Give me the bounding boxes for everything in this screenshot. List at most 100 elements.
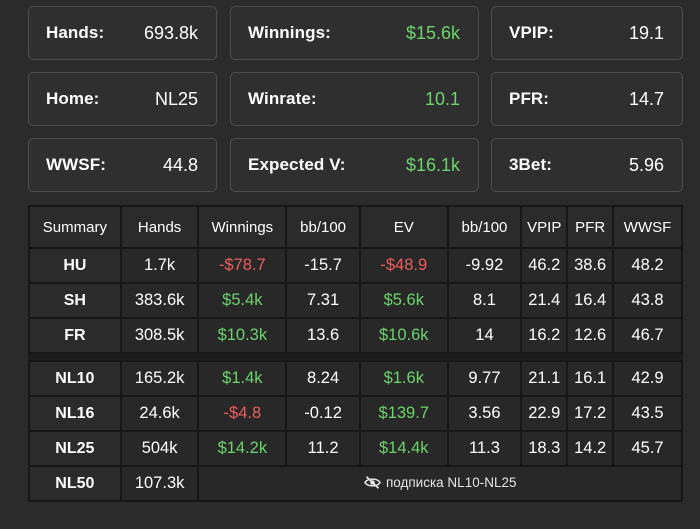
- table-cell: $10.3k: [197, 317, 288, 354]
- table-cell: 12.6: [566, 317, 615, 354]
- stat-label: Winnings:: [248, 23, 331, 42]
- table-cell: -15.7: [285, 247, 361, 284]
- stat-card-3bet: 3Bet: 5.96: [491, 138, 683, 192]
- table-cell: -9.92: [446, 247, 523, 284]
- stat-label: Hands:: [46, 23, 105, 42]
- table-cell: 8.1: [446, 282, 523, 319]
- table-cell: 16.4: [566, 282, 615, 319]
- table-cell: 17.2: [566, 395, 615, 432]
- row-name: NL50: [28, 465, 122, 502]
- stat-card-winrate: Winrate: 10.1: [230, 72, 479, 126]
- table-cell: 46.7: [612, 317, 683, 354]
- row-name: SH: [28, 282, 122, 319]
- row-name: FR: [28, 317, 122, 354]
- stat-value: 5.96: [628, 154, 664, 175]
- stat-value: NL25: [154, 88, 198, 109]
- table-cell: 16.1: [566, 360, 615, 397]
- column-header[interactable]: bb/100: [446, 205, 523, 249]
- stat-value: 693.8k: [143, 22, 198, 43]
- table-cell: 45.7: [612, 430, 683, 467]
- table-row[interactable]: NL25 504k $14.2k 11.2 $14.4k 11.3 18.3 14.2 45.7: [28, 430, 683, 467]
- table-cell: 43.5: [612, 395, 683, 432]
- stat-card-hands: Hands: 693.8k: [28, 6, 217, 60]
- eye-slash-icon: [364, 476, 381, 492]
- stat-label: WWSF:: [46, 155, 106, 174]
- stat-value: 44.8: [162, 154, 198, 175]
- stat-value: 14.7: [628, 88, 664, 109]
- table-cell: 16.2: [520, 317, 569, 354]
- table-cell: 7.31: [285, 282, 361, 319]
- table-cell: 21.4: [520, 282, 569, 319]
- stat-card-pfr: PFR: 14.7: [491, 72, 683, 126]
- stat-label: Home:: [46, 89, 100, 108]
- table-cell: 21.1: [520, 360, 569, 397]
- table-cell: 14.2: [566, 430, 615, 467]
- table-cell: $1.6k: [358, 360, 449, 397]
- stat-card-home: Home: NL25: [28, 72, 217, 126]
- stat-value: 19.1: [628, 22, 664, 43]
- table-cell: -$48.9: [358, 247, 449, 284]
- table-cell: $5.4k: [197, 282, 288, 319]
- column-header[interactable]: EV: [358, 205, 449, 249]
- stat-value: $16.1k: [405, 154, 460, 175]
- table-row[interactable]: NL16 24.6k -$4.8 -0.12 $139.7 3.56 22.9 17.2 43.…: [28, 395, 683, 432]
- row-name: NL16: [28, 395, 122, 432]
- table-cell: $5.6k: [358, 282, 449, 319]
- table-cell: -$78.7: [197, 247, 288, 284]
- row-name: NL10: [28, 360, 122, 397]
- table-cell: 107.3k: [119, 465, 200, 502]
- row-name: HU: [28, 247, 122, 284]
- table-cell: -$4.8: [197, 395, 288, 432]
- table-cell: $14.2k: [197, 430, 288, 467]
- table-cell: 18.3: [520, 430, 569, 467]
- table-cell: 504k: [119, 430, 200, 467]
- stat-card-vpip: VPIP: 19.1: [491, 6, 683, 60]
- table-row[interactable]: HU 1.7k -$78.7 -15.7 -$48.9 -9.92 46.2 38.6 48.2: [28, 247, 683, 284]
- table-cell: 42.9: [612, 360, 683, 397]
- stat-label: VPIP:: [509, 23, 554, 42]
- stat-label: Winrate:: [248, 89, 317, 108]
- column-header[interactable]: Winnings: [197, 205, 288, 249]
- table-cell: 24.6k: [119, 395, 200, 432]
- table-cell: 9.77: [446, 360, 523, 397]
- stat-value: $15.6k: [405, 22, 460, 43]
- table-cell: $139.7: [358, 395, 449, 432]
- table-row-locked[interactable]: NL50 107.3k подписка NL10-NL25: [28, 465, 683, 502]
- column-header[interactable]: bb/100: [285, 205, 361, 249]
- table-cell: 48.2: [612, 247, 683, 284]
- subscription-text: подписка NL10-NL25: [385, 475, 517, 490]
- table-cell: 308.5k: [119, 317, 200, 354]
- stats-table: Summary Hands Winnings bb/100 EV bb/100 VPIP PF…: [28, 205, 683, 502]
- table-cell: 11.3: [446, 430, 523, 467]
- table-row[interactable]: SH 383.6k $5.4k 7.31 $5.6k 8.1 21.4 16.4 43.8: [28, 282, 683, 319]
- table-separator: [28, 352, 683, 362]
- table-cell: 1.7k: [119, 247, 200, 284]
- table-cell: 43.8: [612, 282, 683, 319]
- stat-card-winnings: Winnings: $15.6k: [230, 6, 479, 60]
- table-cell: 22.9: [520, 395, 569, 432]
- table-header-row: Summary Hands Winnings bb/100 EV bb/100 VPIP PF…: [28, 205, 683, 249]
- stat-label: 3Bet:: [509, 155, 553, 174]
- stat-label: PFR:: [509, 89, 550, 108]
- table-row[interactable]: FR 308.5k $10.3k 13.6 $10.6k 14 16.2 12.6 46.7: [28, 317, 683, 354]
- table-cell: $14.4k: [358, 430, 449, 467]
- stat-label: Expected V:: [248, 155, 346, 174]
- column-header[interactable]: Hands: [119, 205, 200, 249]
- table-cell: -0.12: [285, 395, 361, 432]
- table-cell: 46.2: [520, 247, 569, 284]
- subscription-notice[interactable]: подписка NL10-NL25: [197, 465, 683, 502]
- column-header[interactable]: PFR: [566, 205, 615, 249]
- table-row[interactable]: NL10 165.2k $1.4k 8.24 $1.6k 9.77 21.1 16.1 42.9: [28, 360, 683, 397]
- table-cell: 165.2k: [119, 360, 200, 397]
- row-name: NL25: [28, 430, 122, 467]
- table-cell: $1.4k: [197, 360, 288, 397]
- column-header[interactable]: WWSF: [612, 205, 683, 249]
- table-cell: 38.6: [566, 247, 615, 284]
- stat-card-expected-v: Expected V: $16.1k: [230, 138, 479, 192]
- table-cell: 11.2: [285, 430, 361, 467]
- separator-cell: [28, 352, 683, 362]
- table-cell: 13.6: [285, 317, 361, 354]
- column-header[interactable]: Summary: [28, 205, 122, 249]
- table-cell: 14: [446, 317, 523, 354]
- column-header[interactable]: VPIP: [520, 205, 569, 249]
